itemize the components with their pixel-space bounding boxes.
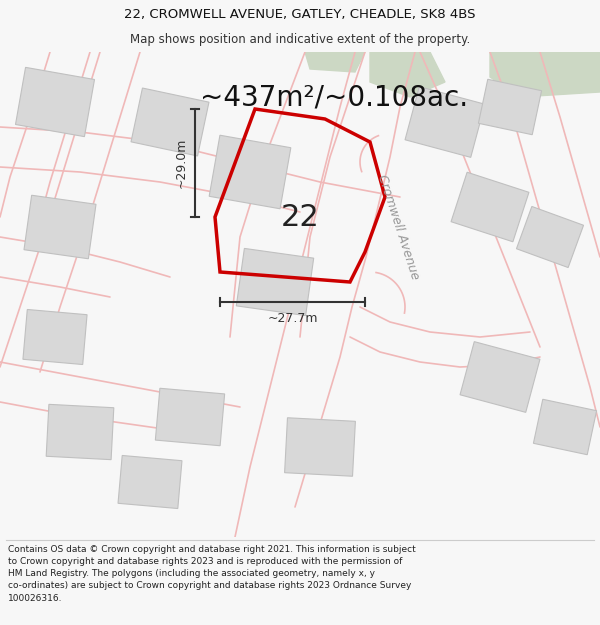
- Polygon shape: [517, 206, 584, 268]
- Text: ~437m²/~0.108ac.: ~437m²/~0.108ac.: [200, 83, 468, 111]
- Polygon shape: [451, 173, 529, 242]
- Polygon shape: [209, 135, 291, 209]
- Polygon shape: [16, 68, 95, 137]
- Polygon shape: [118, 456, 182, 509]
- Polygon shape: [490, 52, 600, 97]
- Text: Contains OS data © Crown copyright and database right 2021. This information is : Contains OS data © Crown copyright and d…: [8, 545, 416, 602]
- Text: 22, CROMWELL AVENUE, GATLEY, CHEADLE, SK8 4BS: 22, CROMWELL AVENUE, GATLEY, CHEADLE, SK…: [124, 8, 476, 21]
- Text: Cromwell Avenue: Cromwell Avenue: [375, 173, 421, 281]
- Polygon shape: [460, 342, 540, 412]
- Polygon shape: [46, 404, 114, 459]
- Text: ~29.0m: ~29.0m: [175, 138, 187, 188]
- Polygon shape: [23, 309, 87, 364]
- Polygon shape: [155, 388, 224, 446]
- Text: Map shows position and indicative extent of the property.: Map shows position and indicative extent…: [130, 32, 470, 46]
- Polygon shape: [370, 52, 445, 97]
- Polygon shape: [236, 248, 314, 316]
- Polygon shape: [24, 195, 96, 259]
- Polygon shape: [405, 87, 485, 158]
- Text: ~27.7m: ~27.7m: [267, 311, 318, 324]
- Polygon shape: [305, 52, 365, 72]
- Text: 22: 22: [281, 202, 319, 231]
- Polygon shape: [131, 88, 209, 156]
- Polygon shape: [533, 399, 596, 455]
- Polygon shape: [284, 418, 355, 476]
- Polygon shape: [478, 79, 542, 135]
